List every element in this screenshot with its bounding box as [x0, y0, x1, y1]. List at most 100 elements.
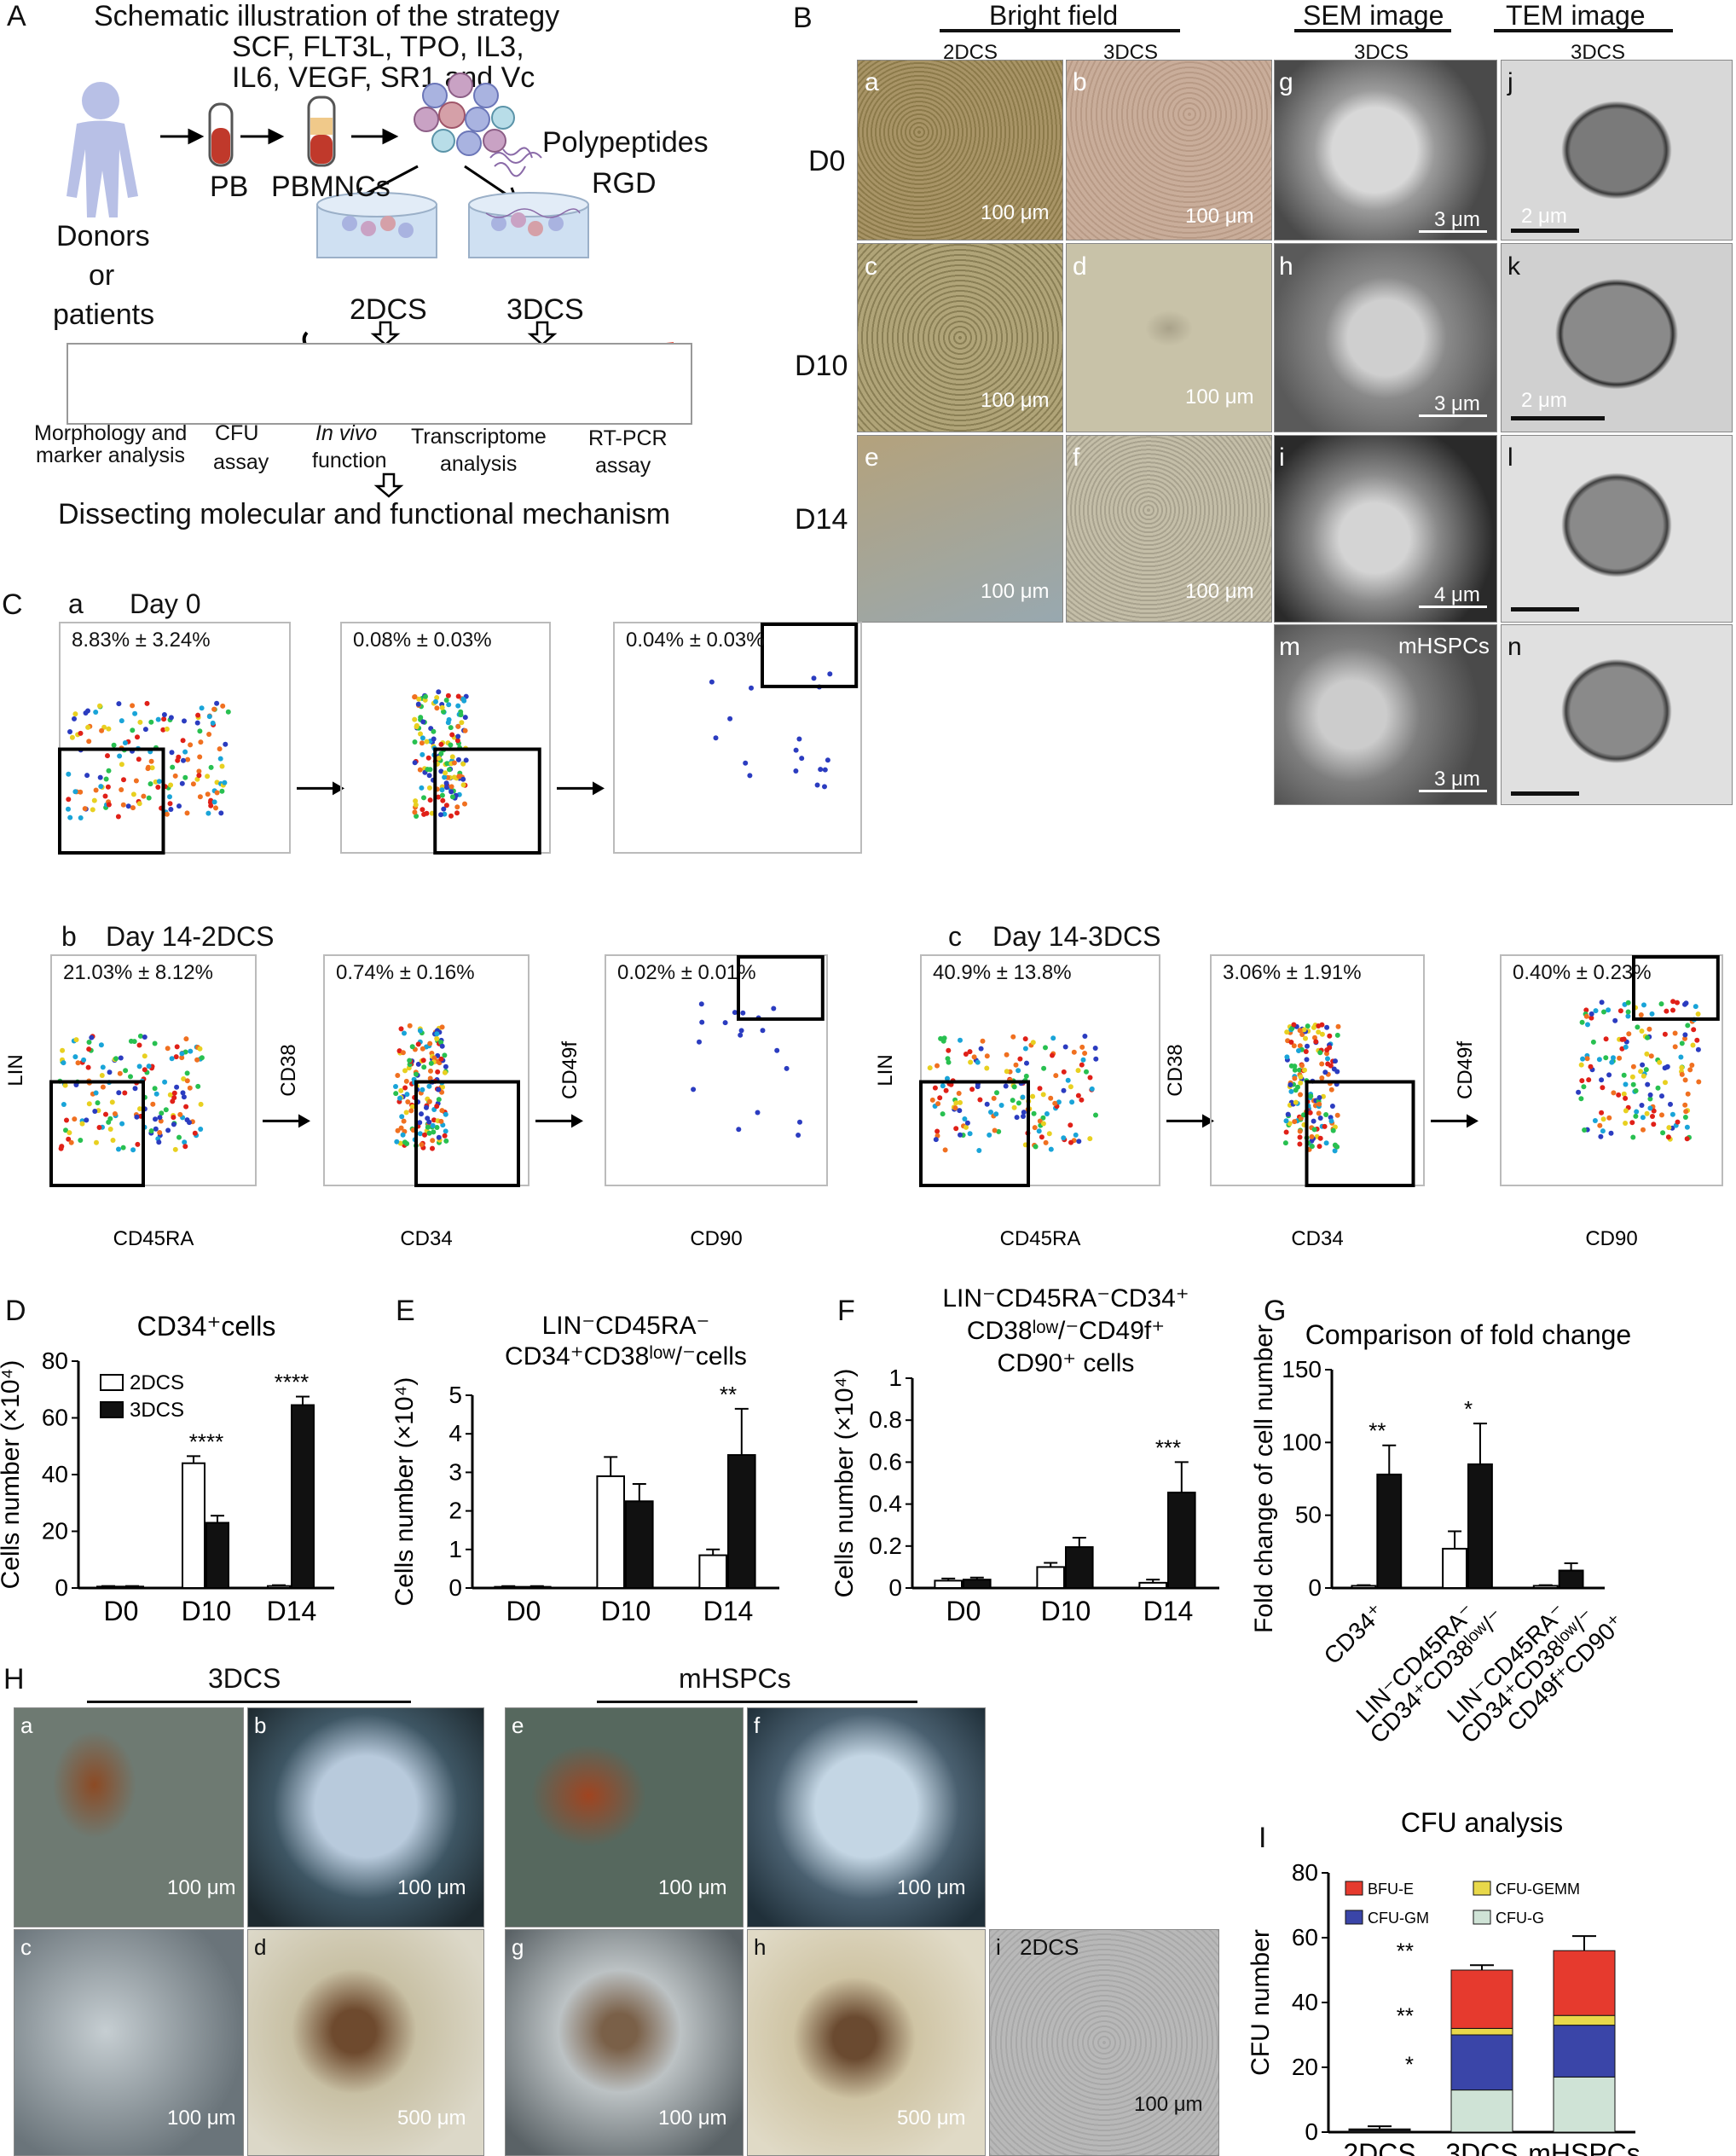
flow-dot	[1292, 1075, 1298, 1081]
flow-dot	[1304, 1057, 1310, 1063]
flow-dot	[460, 696, 466, 702]
flow-dot	[180, 738, 186, 744]
flow-dot	[179, 1051, 185, 1057]
panel-c-c-title: Day 14-3DCS	[992, 921, 1161, 952]
flow-dot	[199, 1055, 205, 1061]
flow-dot	[436, 794, 442, 800]
chart-D-legend-swatch	[100, 1401, 124, 1418]
flow-dot	[393, 1084, 398, 1089]
flow-dot	[434, 705, 440, 711]
chart-D-bar-2DCS	[267, 1585, 291, 1589]
flow-dot	[1332, 1148, 1338, 1154]
panel-d-letter: D	[5, 1295, 26, 1327]
donors-label-2: or	[89, 259, 115, 292]
chart-E-xlabel: D10	[601, 1596, 651, 1626]
bf-image-a	[857, 60, 1063, 241]
flow-dot	[1600, 1116, 1606, 1122]
flow-dot	[1623, 1095, 1629, 1101]
flow-dot	[1675, 1000, 1680, 1006]
flow-dot	[1621, 1072, 1627, 1078]
tem-scale-j: 2 μm	[1521, 205, 1567, 228]
flow-dot	[93, 787, 99, 793]
chart-F-bar-3DCS	[1065, 1546, 1094, 1590]
flow-dot	[78, 815, 84, 820]
flow-dot	[455, 733, 461, 739]
flow-dot	[1664, 1064, 1670, 1069]
flow-dot	[1664, 1008, 1669, 1014]
flow-dot	[159, 1110, 165, 1116]
chart-F-title-2: CD38ˡᵒʷ/⁻CD49f⁺	[967, 1317, 1165, 1345]
pbmncs-label: PBMNCs	[271, 171, 391, 203]
panel-c-a-title: Day 0	[130, 588, 201, 619]
flow-dot	[119, 787, 124, 792]
flow-dot	[58, 1145, 64, 1151]
flow-dot	[425, 755, 431, 761]
flow-dot	[713, 735, 719, 741]
flow-dot	[414, 1071, 419, 1077]
chart-I-xlabel: 2DCS	[1343, 2138, 1415, 2156]
flow-dot	[460, 782, 466, 788]
flow-dot	[418, 731, 423, 737]
flow-dot	[197, 754, 203, 760]
flow-dot	[94, 1139, 99, 1145]
chart-D-xlabel: D10	[182, 1596, 232, 1626]
flow-dot	[130, 805, 136, 811]
flow-dot	[1321, 1093, 1326, 1099]
chart-G-ylabel: Fold change of cell number	[1250, 1324, 1278, 1633]
flow-dot	[182, 774, 188, 780]
flow-dot	[1630, 1064, 1636, 1069]
chart-E-bar-2DCS	[494, 1585, 524, 1590]
h-image-h	[747, 1929, 986, 2156]
flow-dot	[1617, 1055, 1623, 1061]
flow-dot	[1013, 1062, 1019, 1068]
flow-dot	[85, 708, 90, 714]
flow-dot	[971, 1054, 977, 1060]
flow-dot	[135, 734, 140, 740]
h-letter-a: a	[20, 1713, 33, 1738]
flow-dot	[214, 780, 220, 785]
flow-dot	[443, 1064, 448, 1069]
flow-dot	[1599, 1000, 1605, 1006]
flow-dot	[793, 747, 799, 753]
flow-dot	[109, 1099, 115, 1105]
flow-pct-day14-2d-1: 0.74% ± 0.16%	[336, 961, 475, 984]
flow-dot	[182, 718, 187, 724]
chart-E-title-1: LIN⁻CD45RA⁻	[542, 1312, 710, 1340]
flow-dot	[952, 1105, 958, 1111]
flow-dot	[1669, 1111, 1675, 1117]
flow-dot	[179, 1055, 185, 1061]
flow-dot	[1599, 1077, 1605, 1083]
flow-dot	[415, 1061, 421, 1067]
flow-dot	[421, 811, 427, 817]
flow-dot	[122, 740, 128, 745]
flow-dot	[188, 742, 194, 748]
tem-image-j	[1501, 60, 1733, 241]
flow-dot	[442, 1069, 448, 1075]
h-image-a	[14, 1707, 244, 1927]
flow-dot	[455, 703, 461, 709]
flow-dot	[691, 1087, 697, 1092]
flow-dot	[996, 1128, 1002, 1134]
chart-E-bar-2DCS	[698, 1554, 728, 1589]
chart-F-bar-2DCS	[1036, 1566, 1066, 1590]
flow-dot	[134, 1114, 140, 1120]
flow-dot	[409, 1104, 415, 1110]
flow-dot	[174, 1044, 180, 1050]
sem-scale-h: 3 μm	[1434, 392, 1480, 415]
flow-dot	[413, 798, 419, 804]
flow-dot	[1324, 1024, 1330, 1030]
flow-dot	[771, 1006, 777, 1011]
flow-dot	[135, 1141, 141, 1147]
flow-dot	[1660, 1130, 1666, 1136]
flow-dot	[1043, 1045, 1048, 1051]
flow-dot	[1092, 1046, 1098, 1051]
flow-dot	[774, 1047, 780, 1053]
flow-dot	[1621, 1036, 1627, 1042]
tem-scalebar-l	[1511, 607, 1579, 611]
bf-image-d	[1066, 243, 1272, 432]
flow-dot	[407, 1023, 413, 1029]
flow-dot	[1305, 1023, 1311, 1029]
flow-dot	[1593, 1008, 1599, 1014]
flow-dot	[967, 1131, 973, 1137]
flow-dot	[1069, 1099, 1075, 1105]
